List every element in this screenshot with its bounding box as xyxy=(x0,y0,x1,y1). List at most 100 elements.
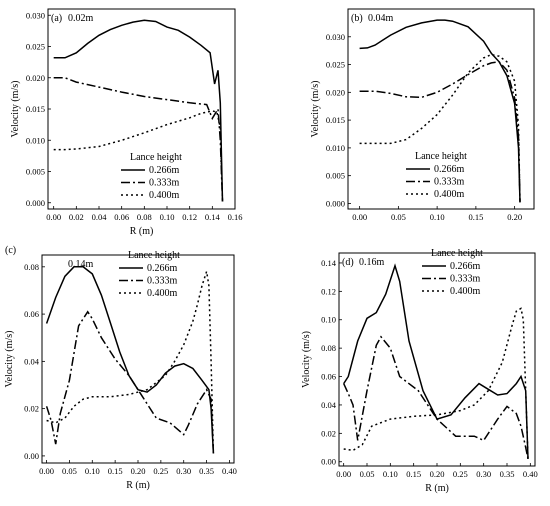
chart-panel-2: 0.00 0.05 0.10 0.15 0.20 0.000 0.005 0.010 0.015… xyxy=(310,8,535,222)
x-tick-label: 0.20 xyxy=(430,469,445,479)
x-tick-label: 0.05 xyxy=(391,212,406,222)
series-line-0.266m xyxy=(343,263,529,459)
x-tick-label: 0.15 xyxy=(406,469,421,479)
series-line-0.400m xyxy=(359,53,521,203)
y-tick-label: 0.015 xyxy=(326,115,345,125)
series-line-0.400m xyxy=(53,110,224,202)
plot-frame xyxy=(338,252,536,467)
y-axis-label: Velocity (m/s) xyxy=(301,331,312,388)
x-tick-label: 0.08 xyxy=(137,212,152,222)
legend-entry: 0.266m xyxy=(434,164,465,175)
x-tick-label: 0.20 xyxy=(131,466,146,476)
x-tick-label: 0.15 xyxy=(108,466,123,476)
y-axis-label: Velocity (m/s) xyxy=(4,331,15,388)
panel-height-label: 0.14m xyxy=(68,259,94,270)
y-tick-label: 0.02 xyxy=(321,428,336,438)
y-tick-label: 0.12 xyxy=(321,286,336,296)
x-tick-label: 0.00 xyxy=(39,466,54,476)
panel-tag: (b) xyxy=(351,13,363,24)
y-tick-label: 0.10 xyxy=(321,315,336,325)
panel-height-label: 0.16m xyxy=(359,257,385,268)
x-axis-label: R (m) xyxy=(425,483,449,494)
panel-tag: (a) xyxy=(51,13,62,24)
x-tick-label: 0.00 xyxy=(46,212,61,222)
x-axis-label: R (m) xyxy=(126,480,150,491)
y-tick-label: 0.020 xyxy=(326,87,345,97)
y-tick-label: 0.020 xyxy=(26,73,45,83)
y-tick-label: 0.025 xyxy=(26,42,45,52)
y-tick-label: 0.010 xyxy=(326,143,345,153)
series-line-0.333m xyxy=(45,310,215,454)
legend-entry: 0.400m xyxy=(450,286,481,297)
y-tick-label: 0.08 xyxy=(24,262,39,272)
x-tick-label: 0.05 xyxy=(62,466,77,476)
panel-height-label: 0.02m xyxy=(68,13,94,24)
series-line-0.333m xyxy=(343,335,529,460)
legend-entry: 0.333m xyxy=(434,177,465,188)
x-tick-label: 0.10 xyxy=(85,466,100,476)
x-tick-label: 0.16 xyxy=(228,212,243,222)
x-tick-label: 0.10 xyxy=(160,212,175,222)
legend-entry: 0.333m xyxy=(149,178,180,189)
y-axis-label: Velocity (m/s) xyxy=(310,81,321,138)
series-line-0.266m xyxy=(53,19,224,202)
y-tick-label: 0.06 xyxy=(24,309,39,319)
y-tick-label: 0.02 xyxy=(24,404,39,414)
legend-title: Lance height xyxy=(431,248,483,259)
y-tick-label: 0.025 xyxy=(326,60,345,70)
x-tick-label: 0.00 xyxy=(336,469,351,479)
x-axis-label: R (m) xyxy=(130,226,154,237)
plot-frame xyxy=(47,8,236,210)
x-tick-label: 0.40 xyxy=(523,469,538,479)
legend-title: Lance height xyxy=(130,152,182,163)
legend-entry: 0.266m xyxy=(149,165,180,176)
y-tick-label: 0.000 xyxy=(26,198,45,208)
y-tick-label: 0.030 xyxy=(326,32,345,42)
x-tick-label: 0.15 xyxy=(468,212,483,222)
legend-entry: 0.333m xyxy=(450,274,481,285)
chart-panel-1: 0.00 0.02 0.04 0.06 0.08 0.10 0.12 0.14 0.16 0.00… xyxy=(10,8,243,237)
x-tick-label: 0.06 xyxy=(114,212,129,222)
legend-entry: 0.333m xyxy=(147,276,178,287)
x-tick-label: 0.04 xyxy=(92,212,108,222)
y-tick-label: 0.005 xyxy=(26,167,45,177)
y-tick-label: 0.04 xyxy=(321,400,337,410)
x-tick-label: 0.35 xyxy=(199,466,214,476)
x-tick-label: 0.10 xyxy=(430,212,445,222)
series-line-0.266m xyxy=(45,266,215,454)
x-tick-label: 0.10 xyxy=(383,469,398,479)
y-tick-label: 0.00 xyxy=(24,451,39,461)
y-tick-label: 0.000 xyxy=(326,198,345,208)
legend-entry: 0.400m xyxy=(147,288,178,299)
x-tick-label: 0.20 xyxy=(507,212,522,222)
series-line-0.400m xyxy=(343,307,529,459)
x-tick-label: 0.00 xyxy=(352,212,367,222)
plot-frame xyxy=(41,254,235,464)
y-tick-label: 0.010 xyxy=(26,135,45,145)
y-tick-label: 0.14 xyxy=(321,258,337,268)
y-tick-label: 0.015 xyxy=(26,104,45,114)
chart-panel-3: 0.00 0.05 0.10 0.15 0.20 0.25 0.30 0.35 0.40 0.00… xyxy=(4,245,237,491)
panel-height-label: 0.04m xyxy=(368,13,394,24)
x-tick-label: 0.12 xyxy=(182,212,197,222)
chart-panel-4: 0.00 0.05 0.10 0.15 0.20 0.25 0.30 0.35 0.40 0.00… xyxy=(301,248,538,494)
legend-entry: 0.400m xyxy=(434,189,465,200)
panel-tag: (c) xyxy=(5,245,16,256)
x-tick-label: 0.25 xyxy=(453,469,468,479)
x-tick-label: 0.35 xyxy=(500,469,515,479)
x-tick-label: 0.30 xyxy=(476,469,491,479)
legend-title: Lance height xyxy=(415,151,467,162)
y-tick-label: 0.06 xyxy=(321,372,336,382)
legend-entry: 0.400m xyxy=(149,190,180,201)
x-tick-label: 0.40 xyxy=(222,466,237,476)
series-line-0.333m xyxy=(53,77,224,202)
x-tick-label: 0.02 xyxy=(69,212,84,222)
y-axis-label: Velocity (m/s) xyxy=(10,81,21,138)
x-tick-label: 0.14 xyxy=(205,212,221,222)
y-tick-label: 0.030 xyxy=(26,10,45,20)
x-tick-label: 0.05 xyxy=(360,469,375,479)
y-tick-label: 0.00 xyxy=(321,457,336,467)
y-tick-label: 0.08 xyxy=(321,343,336,353)
panel-tag: (d) xyxy=(342,257,354,268)
series-line-0.333m xyxy=(359,61,521,203)
